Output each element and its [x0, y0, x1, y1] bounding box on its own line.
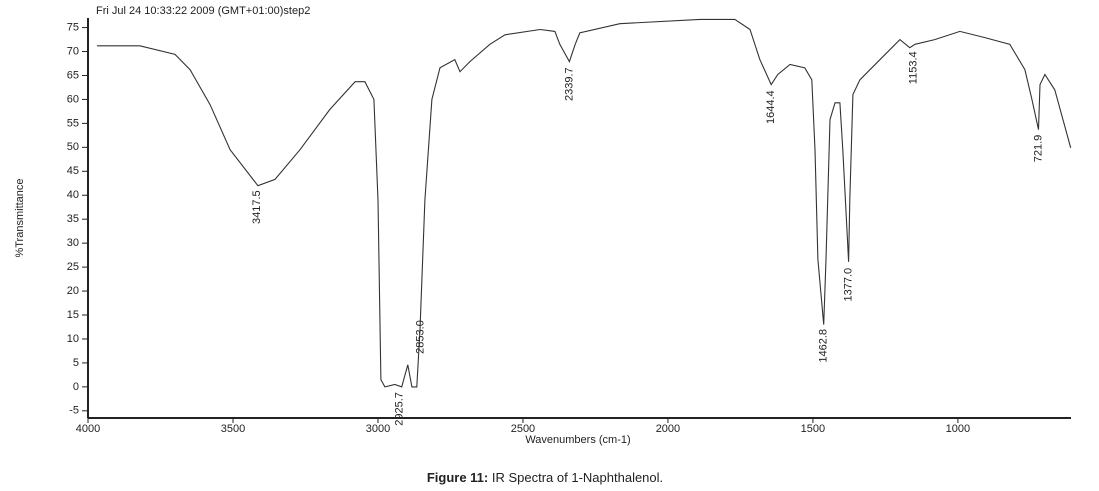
y-axis-label: %Transmittance: [14, 178, 26, 257]
y-tick-label: 70: [67, 45, 79, 57]
caption-bold: Figure 11:: [427, 470, 488, 485]
y-tick-label: 5: [73, 357, 79, 369]
x-tick-label: 2000: [656, 423, 680, 435]
x-tick-label: 2500: [511, 423, 535, 435]
y-tick-label: 25: [67, 261, 79, 273]
y-tick-label: 20: [67, 285, 79, 297]
y-tick-label: 15: [67, 309, 79, 321]
y-tick-label: 50: [67, 141, 79, 153]
peak-label: 2853.0: [415, 320, 427, 354]
y-tick-label: 60: [67, 93, 79, 105]
x-axis-label: Wavenumbers (cm-1): [525, 434, 630, 446]
header: Fri Jul 24 10:33:22 2009 (GMT+01:00)step…: [96, 5, 310, 17]
peak-label: 1644.4: [765, 90, 777, 124]
x-tick-label: 3000: [366, 423, 390, 435]
peak-label: 1153.4: [907, 51, 919, 84]
peak-label: 1462.8: [818, 329, 830, 363]
y-tick-label: -5: [69, 405, 79, 417]
x-tick-label: 4000: [76, 423, 100, 435]
peak-label: 2925.7: [393, 392, 405, 426]
peak-label: 721.9: [1032, 135, 1044, 163]
peak-label: 1377.0: [842, 268, 854, 302]
peak-label: 2339.7: [563, 67, 575, 101]
y-tick-label: 10: [67, 333, 79, 345]
caption: Figure 11: IR Spectra of 1-Naphthalenol.: [427, 470, 663, 485]
caption-text: IR Spectra of 1-Naphthalenol.: [492, 470, 663, 485]
y-tick-label: 0: [73, 381, 79, 393]
y-tick-label: 75: [67, 21, 79, 33]
spectrum-line: [97, 18, 1072, 388]
y-tick-label: 45: [67, 165, 79, 177]
y-tick-label: 55: [67, 117, 79, 129]
x-tick-label: 1000: [946, 423, 970, 435]
y-tick-label: 35: [67, 213, 79, 225]
y-tick-label: 65: [67, 69, 79, 81]
x-tick-label: 3500: [221, 423, 245, 435]
y-tick-label: 40: [67, 189, 79, 201]
y-tick-label: 30: [67, 237, 79, 249]
x-tick-label: 1500: [801, 423, 825, 435]
peak-label: 3417.5: [251, 190, 263, 224]
